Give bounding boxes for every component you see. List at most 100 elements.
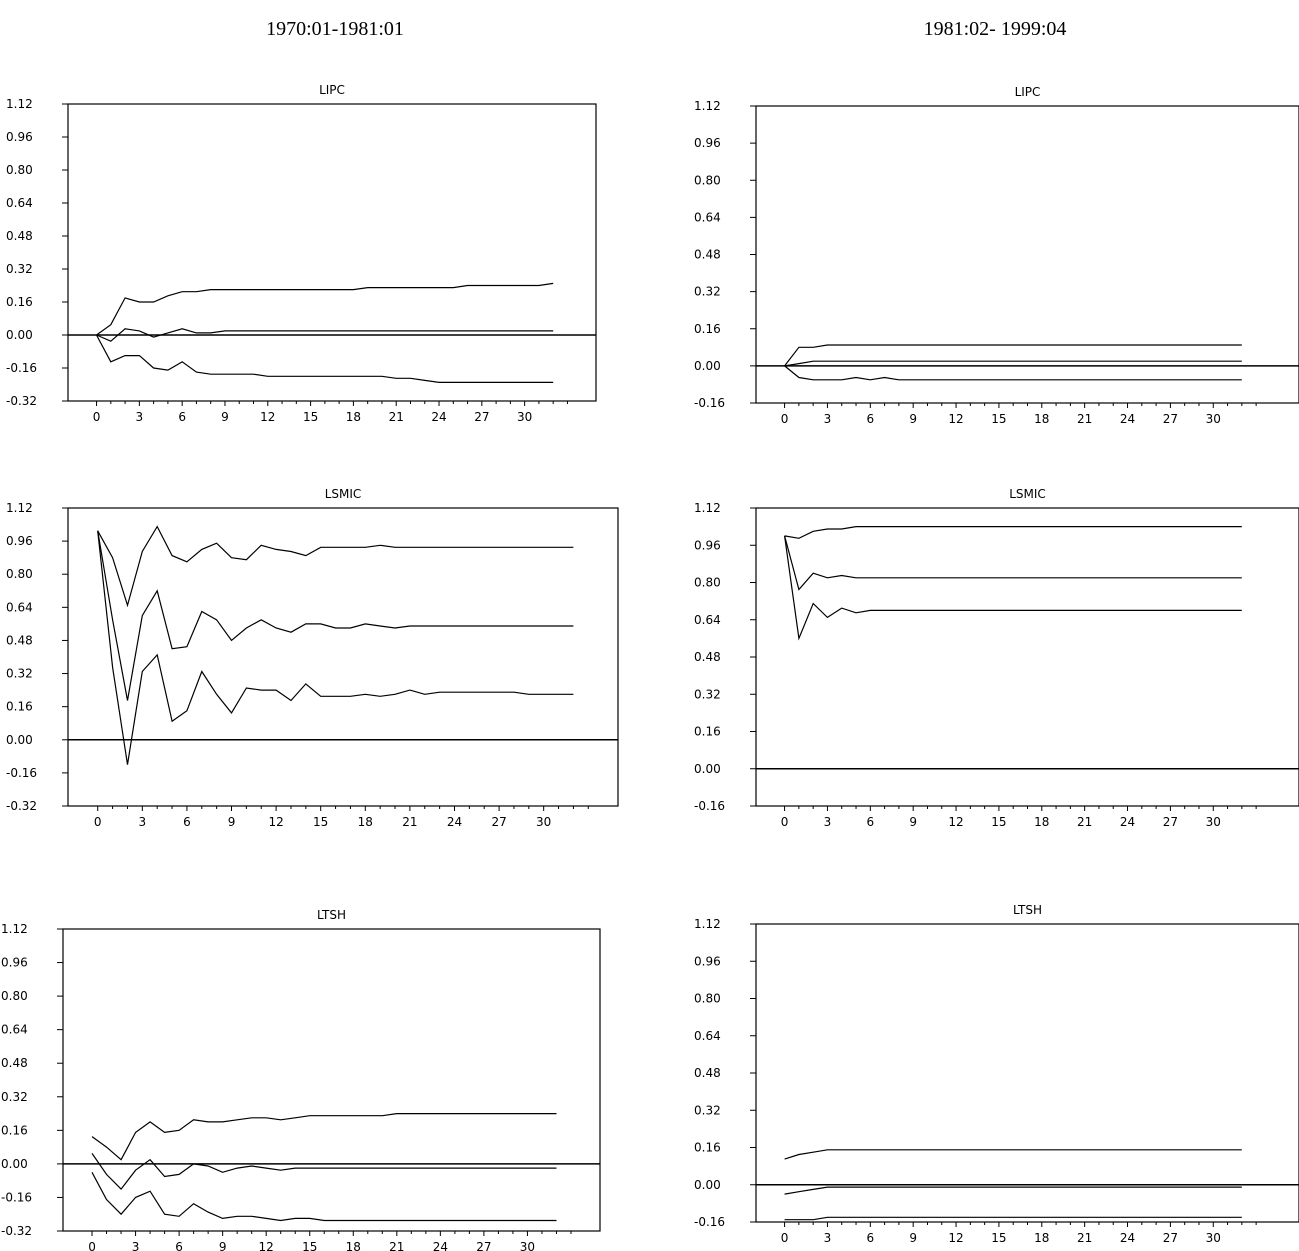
y-tick-label: 0.00 (1, 1157, 28, 1171)
x-tick-label: 27 (1163, 815, 1178, 829)
y-tick-label: -0.16 (694, 1215, 725, 1229)
y-tick-label: 0.00 (6, 328, 33, 342)
x-tick-label: 15 (313, 815, 328, 829)
x-tick-label: 15 (991, 815, 1006, 829)
x-tick-label: 24 (431, 410, 446, 424)
chart-panel-lipc: LIPC -0.16 0.00 0.16 0.32 0.48 0.64 0.80 0.96 1.1… (694, 85, 1299, 426)
plot-frame (67, 103, 597, 402)
y-tick-label: 1.12 (6, 501, 33, 515)
y-tick-label: 0.32 (694, 285, 721, 299)
plot-frame (755, 923, 1299, 1223)
x-tick-label: 21 (389, 1240, 404, 1251)
y-tick-label: 0.00 (6, 733, 33, 747)
x-tick-label: 18 (1034, 1231, 1049, 1245)
x-tick-label: 24 (1120, 1231, 1135, 1245)
x-tick-label: 15 (303, 410, 318, 424)
x-tick-label: 3 (132, 1240, 140, 1251)
x-tick-label: 15 (302, 1240, 317, 1251)
chart-panel-ltsh: LTSH -0.16 0.00 0.16 0.32 0.48 0.64 0.80 0.96 1.1… (694, 903, 1299, 1245)
x-tick-label: 24 (1120, 815, 1135, 829)
lower-band-line (784, 1216, 1242, 1221)
x-tick-label: 12 (268, 815, 283, 829)
x-tick-label: 21 (402, 815, 417, 829)
x-tick-label: 3 (824, 1231, 832, 1245)
chart-panel-ltsh: LTSH -0.32 -0.16 0.00 0.16 0.32 0.48 0.64 0.80 0.… (1, 908, 601, 1251)
x-tick-label: 0 (781, 1231, 789, 1245)
x-tick-label: 6 (866, 412, 874, 426)
x-tick-label: 30 (1206, 412, 1221, 426)
plot-frame (755, 105, 1299, 404)
y-tick-label: 0.48 (694, 650, 721, 664)
x-tick-label: 12 (260, 410, 275, 424)
chart-title: LSMIC (325, 487, 362, 501)
y-tick-label: 0.32 (6, 262, 33, 276)
x-tick-label: 12 (948, 412, 963, 426)
upper-band-line (91, 1112, 557, 1161)
chart-panel-lsmic: LSMIC -0.16 0.00 0.16 0.32 0.48 0.64 0.80 0.96 1.… (694, 487, 1299, 829)
response-line (97, 530, 574, 701)
x-tick-label: 9 (909, 412, 917, 426)
y-tick-label: 0.16 (6, 700, 33, 714)
y-tick-label: 0.16 (694, 1141, 721, 1155)
chart-title: LTSH (1013, 903, 1042, 917)
column-title-right: 1981:02- 1999:04 (923, 18, 1067, 40)
response-line (784, 535, 1242, 591)
y-tick-label: 0.80 (1, 989, 28, 1003)
plot-frame (755, 507, 1299, 807)
chart-title: LSMIC (1009, 487, 1046, 501)
lower-band-line (91, 1172, 557, 1222)
y-tick-label: 0.96 (1, 956, 28, 970)
x-tick-label: 18 (1034, 815, 1049, 829)
y-tick-label: 0.96 (694, 136, 721, 150)
y-tick-label: 0.32 (694, 687, 721, 701)
x-tick-label: 24 (1120, 412, 1135, 426)
y-tick-label: 0.80 (694, 173, 721, 187)
y-tick-label: 1.12 (6, 97, 33, 111)
y-tick-label: 0.64 (694, 210, 721, 224)
chart-title: LTSH (317, 908, 346, 922)
chart-panel-lsmic: LSMIC -0.32 -0.16 0.00 0.16 0.32 0.48 0.64 0.80 0… (6, 487, 619, 829)
lower-band-line (95, 334, 554, 383)
y-tick-label: 0.64 (6, 600, 33, 614)
x-tick-label: 21 (1077, 1231, 1092, 1245)
y-tick-label: 0.00 (694, 762, 721, 776)
chart-title: LIPC (319, 83, 345, 97)
response-line (784, 360, 1242, 367)
x-tick-label: 18 (1034, 412, 1049, 426)
x-tick-label: 0 (93, 410, 101, 424)
y-tick-label: -0.16 (694, 396, 725, 410)
x-tick-label: 6 (866, 815, 874, 829)
y-tick-label: 0.96 (6, 534, 33, 548)
upper-band-line (97, 525, 574, 608)
y-tick-label: 0.96 (694, 954, 721, 968)
chart-panel-lipc: LIPC -0.32 -0.16 0.00 0.16 0.32 0.48 0.64 0.80 0.… (6, 83, 597, 424)
x-tick-label: 9 (228, 815, 236, 829)
y-tick-label: 0.80 (6, 567, 33, 581)
x-tick-label: 27 (474, 410, 489, 424)
y-tick-label: 0.48 (1, 1056, 28, 1070)
upper-band-line (96, 282, 554, 336)
x-tick-label: 30 (517, 410, 532, 424)
x-tick-label: 6 (178, 410, 186, 424)
lower-band-line (784, 365, 1242, 381)
y-tick-label: 0.32 (694, 1103, 721, 1117)
y-tick-label: 0.16 (6, 295, 33, 309)
y-tick-label: -0.32 (1, 1224, 32, 1238)
x-tick-label: 18 (358, 815, 373, 829)
lower-band-line (97, 530, 574, 765)
y-tick-label: 0.96 (694, 538, 721, 552)
plot-frame (67, 507, 619, 807)
lower-band-line (784, 535, 1242, 641)
y-tick-label: 0.48 (694, 248, 721, 262)
upper-band-line (784, 1149, 1242, 1160)
x-tick-label: 3 (824, 815, 832, 829)
y-tick-label: 0.80 (694, 576, 721, 590)
y-tick-label: -0.32 (6, 799, 37, 813)
x-tick-label: 30 (520, 1240, 535, 1251)
y-tick-label: -0.32 (6, 394, 37, 408)
y-tick-label: 0.00 (694, 1178, 721, 1192)
y-tick-label: 0.64 (1, 1023, 28, 1037)
x-tick-label: 30 (536, 815, 551, 829)
y-tick-label: 0.00 (694, 359, 721, 373)
x-tick-label: 3 (824, 412, 832, 426)
